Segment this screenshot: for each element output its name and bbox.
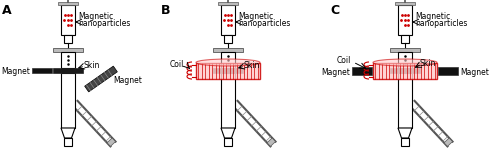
- Ellipse shape: [196, 59, 260, 66]
- Text: Magnet: Magnet: [321, 67, 350, 76]
- Bar: [224, 35, 232, 43]
- Bar: [61, 52, 75, 68]
- Bar: [196, 62, 260, 79]
- Bar: [61, 73, 75, 128]
- Bar: [401, 138, 409, 146]
- Bar: [61, 5, 75, 35]
- Text: Magnet: Magnet: [1, 66, 30, 76]
- Text: B: B: [161, 4, 170, 17]
- Polygon shape: [221, 128, 235, 138]
- Text: nanoparticles: nanoparticles: [238, 19, 290, 28]
- Text: nanoparticles: nanoparticles: [78, 19, 130, 28]
- Bar: [352, 67, 372, 75]
- Text: Coil: Coil: [170, 60, 184, 68]
- Bar: [401, 35, 409, 43]
- Bar: [218, 2, 238, 5]
- Bar: [221, 52, 235, 68]
- Text: A: A: [2, 4, 12, 17]
- Text: C: C: [330, 4, 339, 17]
- Text: Magnetic: Magnetic: [415, 12, 450, 21]
- Bar: [53, 48, 83, 52]
- Bar: [224, 138, 232, 146]
- Bar: [221, 5, 235, 35]
- Text: Skin: Skin: [243, 61, 260, 70]
- Bar: [373, 62, 437, 79]
- Bar: [221, 73, 235, 128]
- Bar: [398, 5, 412, 35]
- Bar: [213, 68, 243, 73]
- Polygon shape: [444, 138, 452, 146]
- Bar: [395, 2, 415, 5]
- Bar: [53, 68, 83, 73]
- Bar: [390, 68, 420, 73]
- Ellipse shape: [373, 59, 437, 66]
- Bar: [390, 48, 420, 52]
- Polygon shape: [61, 128, 75, 138]
- Text: Skin: Skin: [420, 59, 436, 68]
- Text: Magnetic: Magnetic: [238, 12, 273, 21]
- Text: Magnetic: Magnetic: [78, 12, 113, 21]
- Bar: [64, 138, 72, 146]
- Polygon shape: [107, 138, 116, 146]
- Bar: [32, 68, 52, 73]
- Text: Magnet: Magnet: [113, 76, 142, 85]
- Text: Magnet: Magnet: [460, 67, 489, 76]
- Bar: [398, 52, 412, 68]
- Bar: [213, 48, 243, 52]
- Text: nanoparticles: nanoparticles: [415, 19, 468, 28]
- Text: Coil: Coil: [336, 56, 351, 65]
- Bar: [58, 2, 78, 5]
- Bar: [64, 35, 72, 43]
- Bar: [438, 67, 458, 75]
- Bar: [398, 73, 412, 128]
- Polygon shape: [84, 66, 117, 92]
- Polygon shape: [398, 128, 412, 138]
- Text: Skin: Skin: [83, 61, 100, 70]
- Polygon shape: [267, 138, 276, 146]
